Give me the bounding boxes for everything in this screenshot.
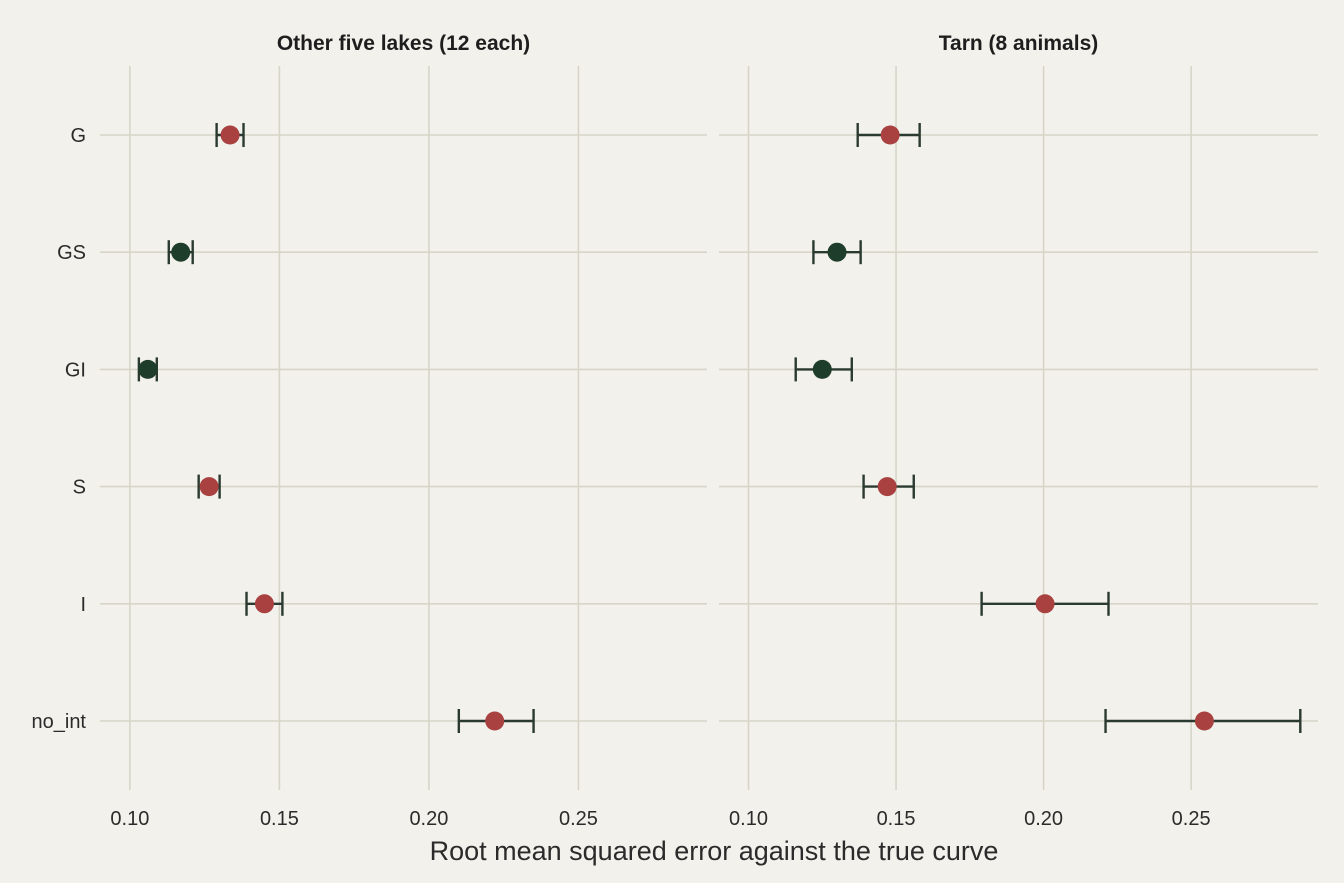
point-gi	[138, 359, 158, 379]
x-tick-label: 0.25	[1172, 808, 1211, 830]
point-gs	[171, 242, 191, 262]
point-s	[199, 477, 219, 497]
panel-1: Other five lakes (12 each) 0.10 0.15 0.20 0.…	[100, 32, 707, 830]
x-tick-label: 0.10	[729, 808, 768, 830]
point-i	[254, 594, 274, 614]
x-tick-label: 0.10	[110, 808, 149, 830]
panel-2: Tarn (8 animals) 0.10 0.15 0.20 0.25	[719, 32, 1318, 830]
panel-title: Tarn (8 animals)	[939, 32, 1099, 55]
point-gi	[812, 359, 832, 379]
x-tick-label: 0.20	[1024, 808, 1063, 830]
x-tick-label: 0.20	[409, 808, 448, 830]
point-g	[880, 125, 900, 145]
x-tick-label: 0.15	[877, 808, 916, 830]
y-tick-label-no-int: no_int	[32, 711, 87, 733]
y-tick-label-s: S	[73, 477, 86, 499]
point-g	[220, 125, 240, 145]
point-no-int	[1194, 711, 1214, 731]
point-s	[877, 477, 897, 497]
x-tick-label: 0.25	[559, 808, 598, 830]
facet-panels: Other five lakes (12 each) 0.10 0.15 0.20 0.…	[100, 32, 1318, 830]
point-gs	[827, 242, 847, 262]
point-no-int	[485, 711, 505, 731]
y-axis-labels: G GS GI S Ino_int	[32, 125, 87, 733]
x-axis-title: Root mean squared error against the true…	[430, 836, 999, 866]
panel-title: Other five lakes (12 each)	[277, 32, 530, 55]
y-tick-label-gi: GI	[65, 359, 86, 381]
point-i	[1035, 594, 1055, 614]
y-tick-label-i: I	[80, 594, 86, 616]
x-tick-label: 0.15	[260, 808, 299, 830]
y-tick-label-g: G	[70, 125, 86, 147]
y-tick-label-gs: GS	[57, 242, 86, 264]
